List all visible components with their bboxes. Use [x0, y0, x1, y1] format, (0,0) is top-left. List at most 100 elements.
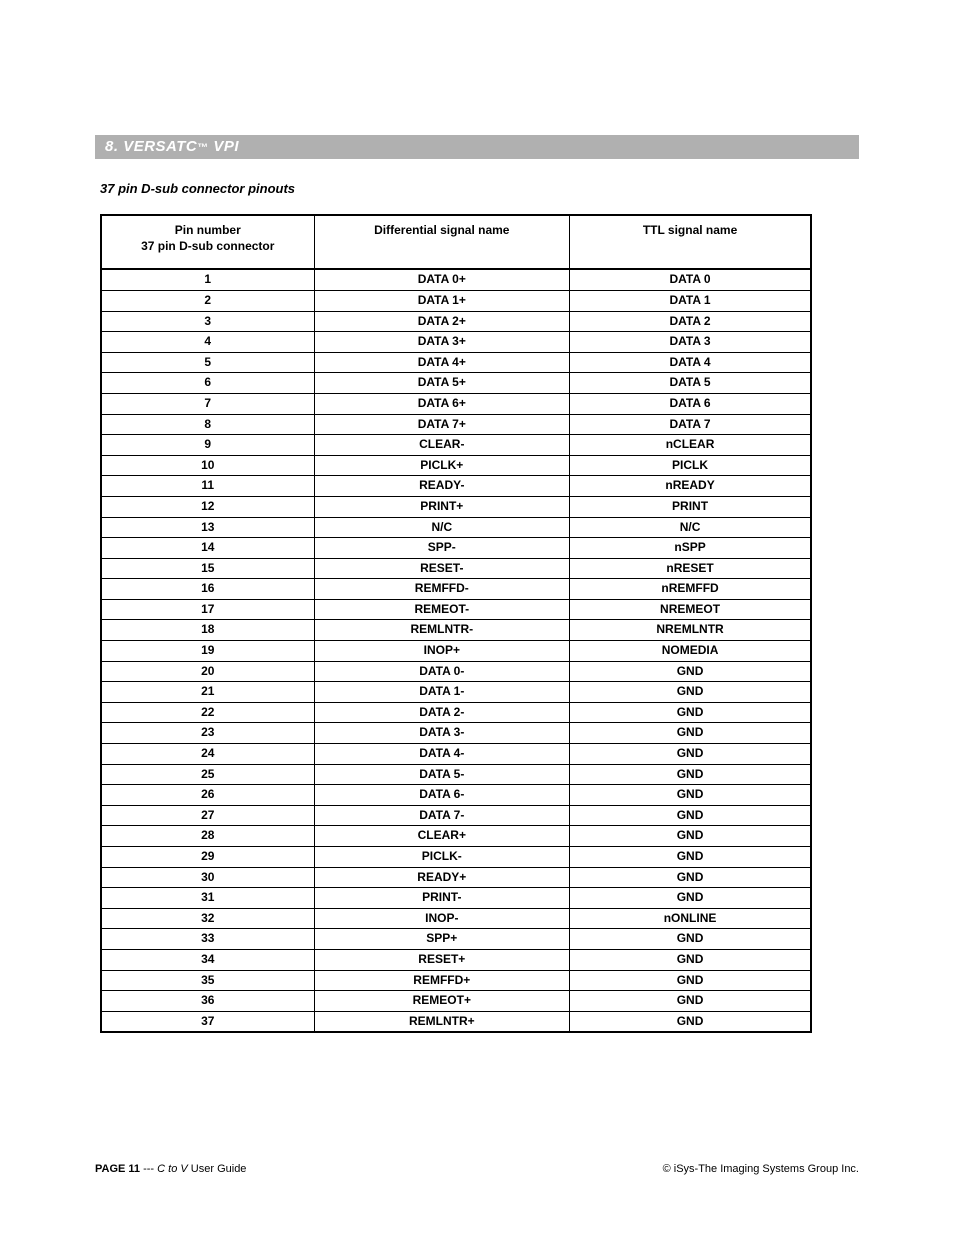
cell-ttl: nRESET [570, 558, 811, 579]
cell-diff: REMLNTR+ [314, 1011, 570, 1032]
cell-ttl: nCLEAR [570, 435, 811, 456]
cell-pin: 25 [101, 764, 314, 785]
cell-pin: 16 [101, 579, 314, 600]
cell-diff: INOP+ [314, 641, 570, 662]
cell-ttl: PRINT [570, 496, 811, 517]
table-row: 10PICLK+PICLK [101, 455, 811, 476]
cell-pin: 17 [101, 599, 314, 620]
table-row: 33SPP+GND [101, 929, 811, 950]
cell-ttl: NREMEOT [570, 599, 811, 620]
cell-pin: 37 [101, 1011, 314, 1032]
cell-ttl: GND [570, 888, 811, 909]
table-row: 6DATA 5+DATA 5 [101, 373, 811, 394]
cell-pin: 32 [101, 908, 314, 929]
cell-diff: SPP- [314, 538, 570, 559]
table-row: 26DATA 6-GND [101, 785, 811, 806]
cell-ttl: DATA 4 [570, 352, 811, 373]
cell-diff: N/C [314, 517, 570, 538]
section-number: 8. [105, 138, 119, 155]
cell-diff: DATA 0+ [314, 269, 570, 290]
footer-guide-rest: User Guide [188, 1163, 247, 1175]
table-row: 23DATA 3-GND [101, 723, 811, 744]
cell-diff: DATA 5- [314, 764, 570, 785]
col-header-pin: Pin number 37 pin D-sub connector [101, 215, 314, 269]
table-row: 7DATA 6+DATA 6 [101, 393, 811, 414]
table-row: 17REMEOT-NREMEOT [101, 599, 811, 620]
cell-pin: 22 [101, 702, 314, 723]
cell-ttl: GND [570, 805, 811, 826]
cell-pin: 18 [101, 620, 314, 641]
cell-ttl: nONLINE [570, 908, 811, 929]
subtitle: 37 pin D-sub connector pinouts [100, 181, 859, 196]
cell-diff: REMFFD- [314, 579, 570, 600]
cell-pin: 21 [101, 682, 314, 703]
cell-ttl: DATA 2 [570, 311, 811, 332]
cell-diff: DATA 1+ [314, 290, 570, 311]
cell-diff: READY- [314, 476, 570, 497]
cell-pin: 19 [101, 641, 314, 662]
cell-ttl: nREADY [570, 476, 811, 497]
cell-pin: 28 [101, 826, 314, 847]
cell-pin: 10 [101, 455, 314, 476]
cell-pin: 20 [101, 661, 314, 682]
cell-ttl: DATA 0 [570, 269, 811, 290]
cell-ttl: GND [570, 949, 811, 970]
cell-ttl: PICLK [570, 455, 811, 476]
table-row: 37REMLNTR+GND [101, 1011, 811, 1032]
cell-pin: 9 [101, 435, 314, 456]
cell-diff: DATA 6+ [314, 393, 570, 414]
cell-pin: 29 [101, 847, 314, 868]
cell-pin: 4 [101, 332, 314, 353]
cell-pin: 34 [101, 949, 314, 970]
cell-pin: 36 [101, 991, 314, 1012]
cell-pin: 31 [101, 888, 314, 909]
cell-diff: CLEAR- [314, 435, 570, 456]
cell-diff: REMLNTR- [314, 620, 570, 641]
table-row: 5DATA 4+DATA 4 [101, 352, 811, 373]
cell-diff: DATA 4+ [314, 352, 570, 373]
table-row: 12PRINT+PRINT [101, 496, 811, 517]
table-row: 4DATA 3+DATA 3 [101, 332, 811, 353]
cell-diff: DATA 0- [314, 661, 570, 682]
table-row: 21DATA 1-GND [101, 682, 811, 703]
cell-pin: 6 [101, 373, 314, 394]
table-row: 36REMEOT+GND [101, 991, 811, 1012]
cell-diff: SPP+ [314, 929, 570, 950]
cell-ttl: DATA 6 [570, 393, 811, 414]
table-row: 30READY+GND [101, 867, 811, 888]
cell-diff: DATA 3+ [314, 332, 570, 353]
pinout-table: Pin number 37 pin D-sub connector Differ… [100, 214, 812, 1033]
footer-left: PAGE 11 --- C to V User Guide [95, 1163, 246, 1175]
table-row: 11READY-nREADY [101, 476, 811, 497]
cell-pin: 3 [101, 311, 314, 332]
table-row: 27DATA 7-GND [101, 805, 811, 826]
cell-diff: DATA 5+ [314, 373, 570, 394]
table-row: 16REMFFD-nREMFFD [101, 579, 811, 600]
cell-diff: DATA 4- [314, 744, 570, 765]
cell-diff: DATA 6- [314, 785, 570, 806]
cell-pin: 30 [101, 867, 314, 888]
section-header-bar: 8. VERSATC™ VPI [95, 135, 859, 159]
cell-diff: DATA 2+ [314, 311, 570, 332]
cell-ttl: DATA 7 [570, 414, 811, 435]
table-row: 22DATA 2-GND [101, 702, 811, 723]
cell-pin: 5 [101, 352, 314, 373]
cell-pin: 33 [101, 929, 314, 950]
trademark-symbol: ™ [197, 142, 209, 154]
col-header-ttl: TTL signal name [570, 215, 811, 269]
cell-ttl: NREMLNTR [570, 620, 811, 641]
cell-ttl: GND [570, 929, 811, 950]
footer-page-label: PAGE 11 [95, 1163, 140, 1175]
col-header-pin-line2: 37 pin D-sub connector [141, 239, 274, 253]
cell-ttl: DATA 3 [570, 332, 811, 353]
cell-ttl: NOMEDIA [570, 641, 811, 662]
cell-pin: 11 [101, 476, 314, 497]
col-header-diff: Differential signal name [314, 215, 570, 269]
cell-diff: CLEAR+ [314, 826, 570, 847]
col-header-pin-line1: Pin number [175, 223, 241, 237]
cell-diff: PICLK+ [314, 455, 570, 476]
cell-ttl: GND [570, 744, 811, 765]
cell-diff: REMEOT- [314, 599, 570, 620]
section-title-1: VERSATC [123, 138, 197, 155]
table-row: 35REMFFD+GND [101, 970, 811, 991]
